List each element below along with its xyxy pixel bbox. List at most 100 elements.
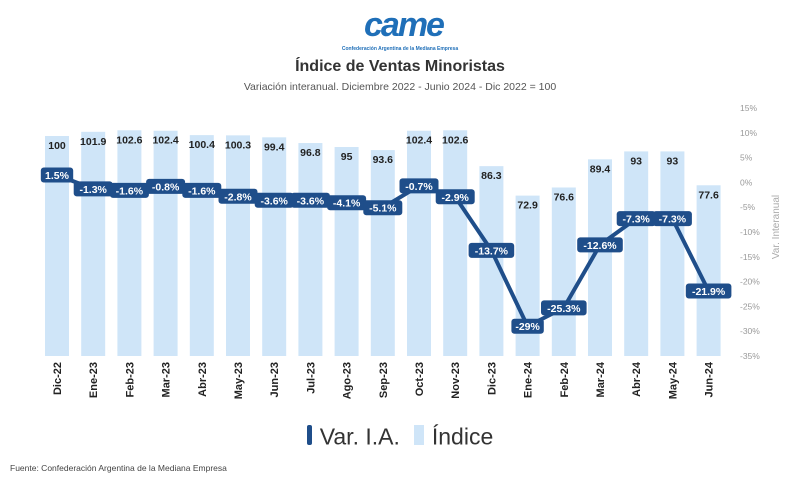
- point-label-Mar-23: -0.8%: [152, 181, 180, 193]
- point-label-Ene-24: -29%: [515, 321, 540, 333]
- bar-label-May-23: 100.3: [225, 139, 251, 151]
- point-label-Oct-23: -0.7%: [405, 181, 433, 193]
- legend-bar-swatch: [413, 425, 424, 445]
- bar-label-May-24: 93: [667, 155, 679, 167]
- x-tick-Ene-23: Ene-23: [88, 362, 100, 398]
- x-tick-Nov-23: Nov-23: [450, 362, 462, 399]
- y-right-tick-0: 15%: [740, 103, 757, 113]
- point-label-May-23: -2.8%: [224, 191, 252, 203]
- y-right-tick-3: 0%: [740, 177, 753, 187]
- bar-label-Mar-24: 89.4: [590, 163, 611, 175]
- point-label-Abr-24: -7.3%: [622, 214, 650, 226]
- bar-label-Dic-23: 86.3: [481, 170, 502, 182]
- bar-May-23: [226, 135, 250, 356]
- point-label-Jul-23: -3.6%: [297, 195, 325, 207]
- bar-Jul-23: [298, 143, 323, 356]
- bar-label-Ene-23: 101.9: [80, 136, 106, 148]
- bar-Ago-23: [334, 147, 359, 356]
- x-tick-Sep-23: Sep-23: [378, 362, 390, 398]
- x-tick-Jul-23: Jul-23: [305, 362, 317, 394]
- x-tick-Abr-24: Abr-24: [631, 361, 643, 397]
- point-May-23: [218, 188, 258, 204]
- point-label-Jun-24: -21.9%: [692, 286, 726, 298]
- y-right-tick-8: -25%: [740, 301, 760, 311]
- y-right-tick-9: -30%: [740, 326, 760, 336]
- bar-label-Mar-23: 102.4: [152, 135, 178, 147]
- x-tick-Feb-23: Feb-23: [124, 362, 136, 397]
- point-label-Ago-23: -4.1%: [333, 198, 361, 210]
- x-tick-May-24: May-24: [667, 361, 679, 399]
- chart-subtitle: Variación interanual. Diciembre 2022 - J…: [243, 81, 557, 93]
- bar-Ene-23: [81, 131, 106, 356]
- point-Jun-24: [685, 283, 732, 299]
- x-tick-Oct-23: Oct-23: [414, 362, 426, 396]
- point-label-Feb-24: -25.3%: [547, 303, 581, 315]
- x-tick-Jun-23: Jun-23: [269, 362, 281, 397]
- bar-Dic-23: [479, 166, 504, 356]
- bar-label-Jun-23: 99.4: [264, 141, 285, 153]
- point-Nov-23: [435, 189, 475, 205]
- point-Jun-23: [254, 192, 294, 208]
- bar-Feb-24: [551, 187, 576, 356]
- y-right-tick-1: 10%: [740, 128, 757, 138]
- source-note: Fuente: Confederación Argentina de la Me…: [10, 463, 227, 473]
- bar-label-Feb-24: 76.6: [554, 191, 575, 203]
- point-Jul-23: [290, 192, 330, 208]
- y-right-label: Var. Interanual: [771, 195, 782, 259]
- bar-label-Oct-23: 102.4: [406, 135, 432, 147]
- legend: Var. I.A. Índice: [0, 422, 800, 450]
- point-Abr-24: [616, 211, 656, 227]
- chart-svg: 100 101.9 102.6 102.4 100.4 100.3 99.4 96.8 95 93…: [40, 103, 782, 399]
- point-Sep-23: [363, 200, 403, 216]
- x-tick-Jun-24: Jun-24: [704, 361, 716, 397]
- bar-Jun-23: [262, 137, 287, 356]
- point-Ago-23: [327, 195, 367, 211]
- bar-Nov-23: [443, 130, 468, 356]
- point-Feb-23: [109, 182, 149, 198]
- x-tick-Mar-23: Mar-23: [161, 362, 173, 397]
- y-right-tick-4: -5%: [740, 202, 756, 212]
- point-Dic-22: [40, 167, 74, 183]
- chart-title: Índice de Ventas Minoristas: [295, 58, 505, 75]
- logo-subtitle: Confederación Argentina de la Mediana Em…: [341, 46, 459, 52]
- bar-label-Ene-24: 72.9: [517, 200, 538, 212]
- point-Mar-24: [577, 237, 623, 253]
- point-Oct-23: [399, 178, 439, 194]
- legend-line-swatch: [306, 425, 312, 445]
- bar-Oct-23: [407, 130, 431, 356]
- point-label-May-24: -7.3%: [659, 214, 687, 226]
- bar-label-Dic-22: 100: [48, 140, 66, 152]
- y-right-tick-7: -20%: [740, 277, 760, 287]
- x-tick-Mar-24: Mar-24: [595, 361, 607, 397]
- point-Mar-23: [146, 178, 186, 194]
- x-tick-Ene-24: Ene-24: [523, 361, 535, 398]
- x-tick-Dic-23: Dic-23: [486, 362, 498, 395]
- x-tick-Abr-23: Abr-23: [197, 362, 209, 397]
- bar-Feb-23: [117, 130, 142, 356]
- x-tick-Dic-22: Dic-22: [52, 362, 64, 395]
- point-Feb-24: [541, 300, 587, 316]
- point-label-Mar-24: -12.6%: [583, 240, 617, 252]
- point-label-Abr-23: -1.6%: [188, 185, 216, 197]
- bar-Abr-24: [624, 151, 649, 356]
- bar-label-Nov-23: 102.6: [442, 134, 468, 146]
- point-label-Dic-22: 1.5%: [45, 170, 70, 182]
- point-label-Feb-23: -1.6%: [116, 185, 144, 197]
- point-label-Dic-23: -13.7%: [475, 245, 509, 257]
- point-Ene-24: [511, 318, 544, 334]
- bar-Mar-23: [153, 130, 178, 356]
- bar-label-Jun-24: 77.6: [698, 189, 719, 201]
- axis-layer: Dic-22 Ene-23 Feb-23 Mar-23 Abr-23 May-23 Jun-…: [52, 103, 782, 399]
- point-label-Ene-23: -1.3%: [79, 184, 107, 196]
- y-right-tick-5: -10%: [740, 227, 760, 237]
- point-Abr-23: [182, 182, 222, 198]
- bar-label-Sep-23: 93.6: [373, 154, 394, 166]
- legend-bar-label: Índice: [431, 423, 494, 450]
- bar-label-Ago-23: 95: [341, 151, 353, 163]
- x-tick-Ago-23: Ago-23: [342, 362, 354, 399]
- y-right-tick-6: -15%: [740, 252, 760, 262]
- bar-label-Abr-23: 100.4: [189, 139, 215, 151]
- x-tick-May-23: May-23: [233, 362, 245, 399]
- bar-Abr-23: [189, 135, 214, 356]
- bar-Sep-23: [370, 150, 395, 356]
